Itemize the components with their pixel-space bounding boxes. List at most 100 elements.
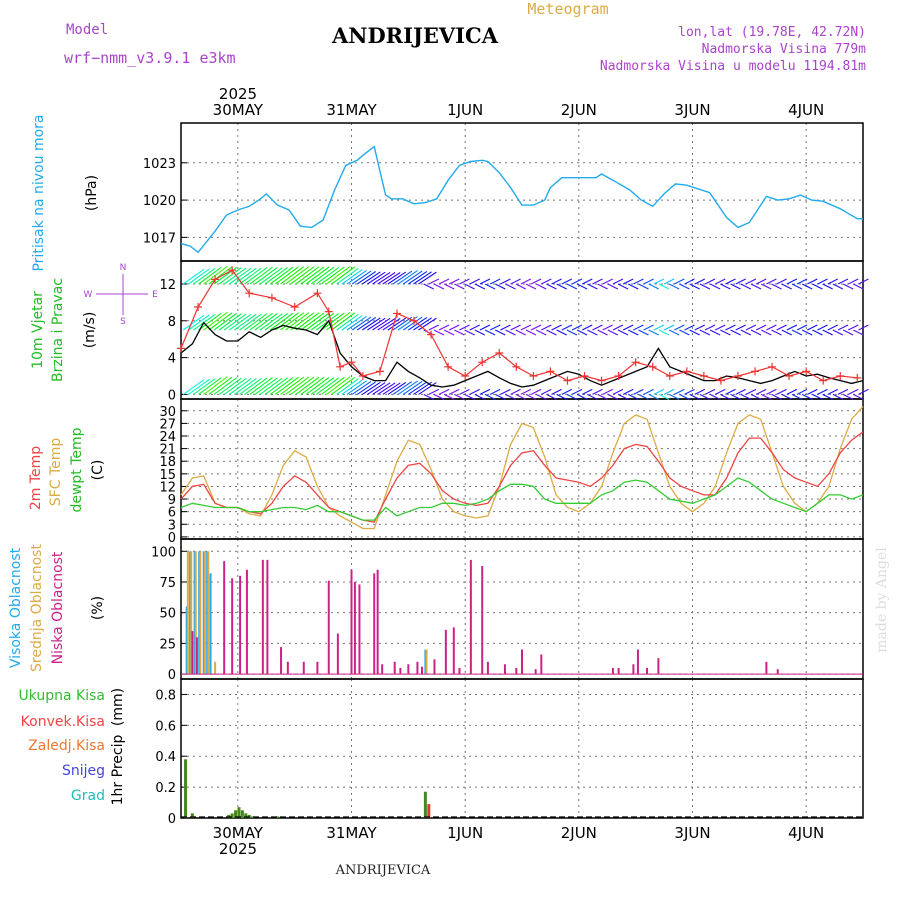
wind-arrow: [228, 267, 252, 285]
wind-arrow: [587, 283, 598, 290]
wind-arrow: [796, 388, 808, 395]
gust-markers: [177, 266, 862, 385]
frame-precip: [180, 678, 864, 819]
low-cloud-bar: [646, 667, 649, 675]
low-cloud-bar: [481, 566, 484, 675]
wind-arrow: [653, 388, 665, 395]
wind-arrow: [280, 266, 305, 285]
wind-arrow: [853, 393, 864, 400]
wind-arrow: [822, 329, 833, 336]
gust-marker: [631, 358, 640, 367]
wind-arrow: [776, 388, 787, 395]
wind-arrow: [653, 324, 665, 331]
wind-arrow: [341, 315, 363, 331]
wind-arrow: [704, 278, 716, 285]
wind-arrow: [346, 380, 367, 395]
wind-arrow: [607, 329, 619, 336]
gust-marker: [290, 303, 299, 311]
precip-total-bar: [230, 813, 234, 818]
wind-arrow: [290, 376, 315, 395]
wind-arrow: [223, 313, 247, 331]
wind-arrow: [489, 278, 501, 285]
wind-arrow: [198, 377, 222, 395]
wind-arrow: [714, 324, 726, 331]
wind-arrow: [525, 283, 537, 290]
wind-arrow: [188, 378, 210, 395]
wind-arrow: [280, 312, 305, 331]
wind-arrow: [182, 268, 205, 285]
wind-arrow: [576, 393, 588, 400]
low-cloud-bar: [765, 661, 768, 675]
wind-arrow: [234, 378, 257, 395]
wind-arrow: [203, 376, 228, 395]
low-cloud-bar: [266, 559, 269, 675]
wind-arrow: [418, 271, 437, 285]
low-cloud-bar: [191, 631, 194, 675]
wind-arrow: [638, 393, 649, 400]
low-cloud-bar: [223, 561, 226, 675]
wind-arrow: [402, 270, 423, 285]
wind-arrow: [807, 324, 818, 331]
wind-arrow: [443, 393, 455, 400]
wind-arrow: [433, 393, 445, 400]
wind-arrow: [602, 324, 613, 331]
wind-arrow: [305, 312, 330, 331]
wind-arrow: [607, 283, 619, 290]
wind-arrow: [479, 324, 491, 331]
wind-arrow: [541, 278, 552, 285]
wind-axis-title-1: 10m Vjetar: [30, 291, 46, 369]
date-label-bottom-3: 2JUN: [561, 824, 597, 842]
wind-arrow: [474, 393, 486, 400]
ytick-label-temperature-1: 3: [168, 518, 176, 533]
gust-marker: [699, 372, 708, 380]
wind-arrow: [367, 317, 386, 331]
low-cloud-bar: [632, 664, 635, 675]
legend-ukupna: Ukupna Kisa: [18, 688, 105, 704]
wind-arrow: [321, 266, 345, 285]
wind-arrow: [663, 388, 675, 395]
wind-arrow: [592, 278, 603, 285]
ytick-label-temperature-8: 24: [159, 430, 176, 445]
wind-arrow: [679, 329, 690, 336]
credit-label: made by Angel: [874, 547, 890, 653]
wind-arrow: [218, 313, 242, 331]
ytick-label-clouds-1: 25: [159, 637, 176, 652]
gust-marker: [228, 266, 237, 275]
wind-arrow: [484, 329, 496, 336]
mid-cloud-bar: [425, 649, 428, 675]
wind-arrow: [295, 376, 320, 395]
low-cloud-bar: [336, 633, 339, 675]
wind-arrow: [827, 278, 839, 285]
gust-marker: [614, 372, 623, 380]
lonlat-label: lon,lat (19.78E, 42.72N): [678, 25, 866, 40]
wind-arrow: [408, 381, 428, 395]
temp2m-line: [180, 431, 864, 523]
wind-arrow: [761, 393, 772, 400]
wind-arrow: [566, 283, 578, 290]
wind-arrow: [837, 388, 849, 395]
wind-arrow: [372, 317, 391, 331]
wind-arrow: [269, 312, 294, 331]
wind-arrow: [275, 266, 299, 285]
wind-arrow: [239, 267, 262, 285]
wind-arrow: [377, 382, 396, 395]
wind-arrow: [771, 283, 782, 290]
wind-arrow: [597, 393, 608, 400]
wind-arrow: [326, 265, 351, 285]
wind-arrow: [750, 283, 762, 290]
wind-arrow: [433, 283, 445, 290]
wind-arrow: [495, 393, 506, 400]
gust-marker: [665, 372, 674, 380]
wind-arrow: [259, 267, 283, 285]
gust-marker: [392, 309, 401, 318]
wind-arrow: [581, 388, 593, 395]
wind-arrow: [740, 393, 752, 400]
wind-arrow: [530, 388, 542, 395]
panel-clouds: 0 25 50 75 100: [151, 538, 864, 683]
wind-arrow: [367, 382, 386, 395]
wind-arrow: [694, 388, 706, 395]
wind-arrow: [786, 278, 798, 285]
wind-arrow: [617, 393, 629, 400]
wind-arrow: [372, 271, 391, 285]
wind-arrow: [331, 376, 356, 395]
